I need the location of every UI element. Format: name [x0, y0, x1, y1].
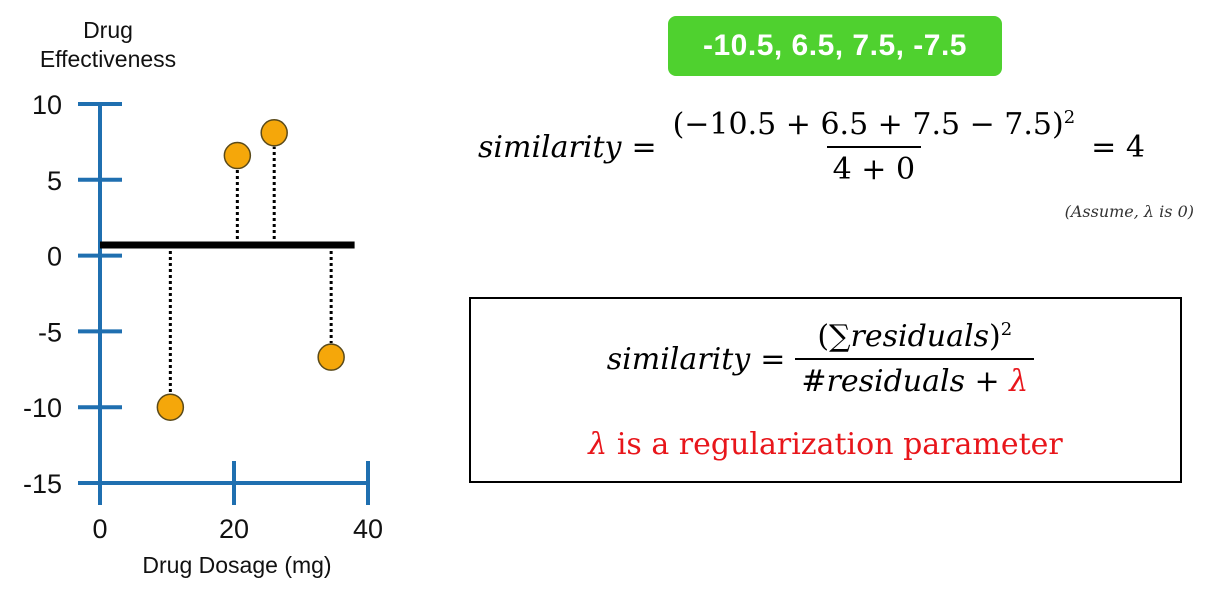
- definition-numerator: (∑residuals)2: [811, 319, 1018, 358]
- residual-count: #residuals +: [801, 364, 1010, 399]
- definition-lhs: similarity: [606, 341, 751, 377]
- x-tick-label: 40: [353, 514, 383, 544]
- y-tick-label: -10: [23, 393, 62, 423]
- definition-equals: =: [760, 341, 786, 377]
- equals-sign: =: [631, 129, 657, 165]
- data-point: [317, 343, 345, 371]
- residuals-word: residuals: [850, 319, 990, 354]
- definition-denominator: #residuals + λ: [795, 358, 1035, 399]
- y-tick-label: 5: [47, 166, 62, 196]
- similarity-definition-formula: similarity = (∑residuals)2 #residuals + …: [471, 319, 1180, 399]
- data-point: [260, 119, 288, 147]
- x-tick-label: 0: [92, 514, 107, 544]
- fraction-numerator: (−10.5 + 6.5 + 7.5 − 7.5)2: [667, 107, 1082, 146]
- lambda-description-text: is a regularization parameter: [607, 427, 1063, 462]
- numerator-expression: (−10.5 + 6.5 + 7.5 − 7.5): [672, 107, 1064, 142]
- open-paren: (: [817, 319, 830, 354]
- residual-values-badge: -10.5, 6.5, 7.5, -7.5: [668, 16, 1002, 76]
- y-tick-label: -5: [38, 317, 62, 347]
- lambda-symbol-desc: λ: [588, 427, 608, 462]
- similarity-result: = 4: [1091, 129, 1145, 165]
- data-point: [223, 141, 252, 170]
- x-tick-label: 20: [219, 514, 249, 544]
- definition-fraction: (∑residuals)2 #residuals + λ: [795, 319, 1035, 399]
- similarity-lhs: similarity: [478, 129, 622, 165]
- definition-exponent: 2: [1000, 319, 1013, 340]
- data-point: [156, 393, 185, 421]
- lambda-assumption-note: (Assume, λ is 0): [1064, 202, 1194, 221]
- numerator-exponent: 2: [1063, 107, 1076, 128]
- similarity-fraction: (−10.5 + 6.5 + 7.5 − 7.5)2 4 + 0: [667, 107, 1082, 187]
- close-paren: ): [989, 319, 1001, 354]
- lambda-description: λ is a regularization parameter: [471, 427, 1180, 462]
- y-axis-label-line: Effectiveness: [40, 46, 176, 72]
- y-axis-label-line: Drug: [83, 17, 133, 43]
- sum-symbol: ∑: [829, 319, 851, 354]
- fraction-denominator: 4 + 0: [826, 146, 922, 187]
- lambda-symbol: λ: [1009, 364, 1029, 399]
- similarity-definition-box: similarity = (∑residuals)2 #residuals + …: [469, 297, 1182, 483]
- y-tick-label: 10: [32, 90, 62, 120]
- similarity-calculation: similarity = (−10.5 + 6.5 + 7.5 − 7.5)2 …: [478, 92, 1145, 202]
- y-tick-label: 0: [47, 242, 62, 272]
- y-tick-label: -15: [23, 469, 62, 499]
- x-axis-label: Drug Dosage (mg): [142, 552, 331, 578]
- residual-values-text: -10.5, 6.5, 7.5, -7.5: [703, 29, 967, 62]
